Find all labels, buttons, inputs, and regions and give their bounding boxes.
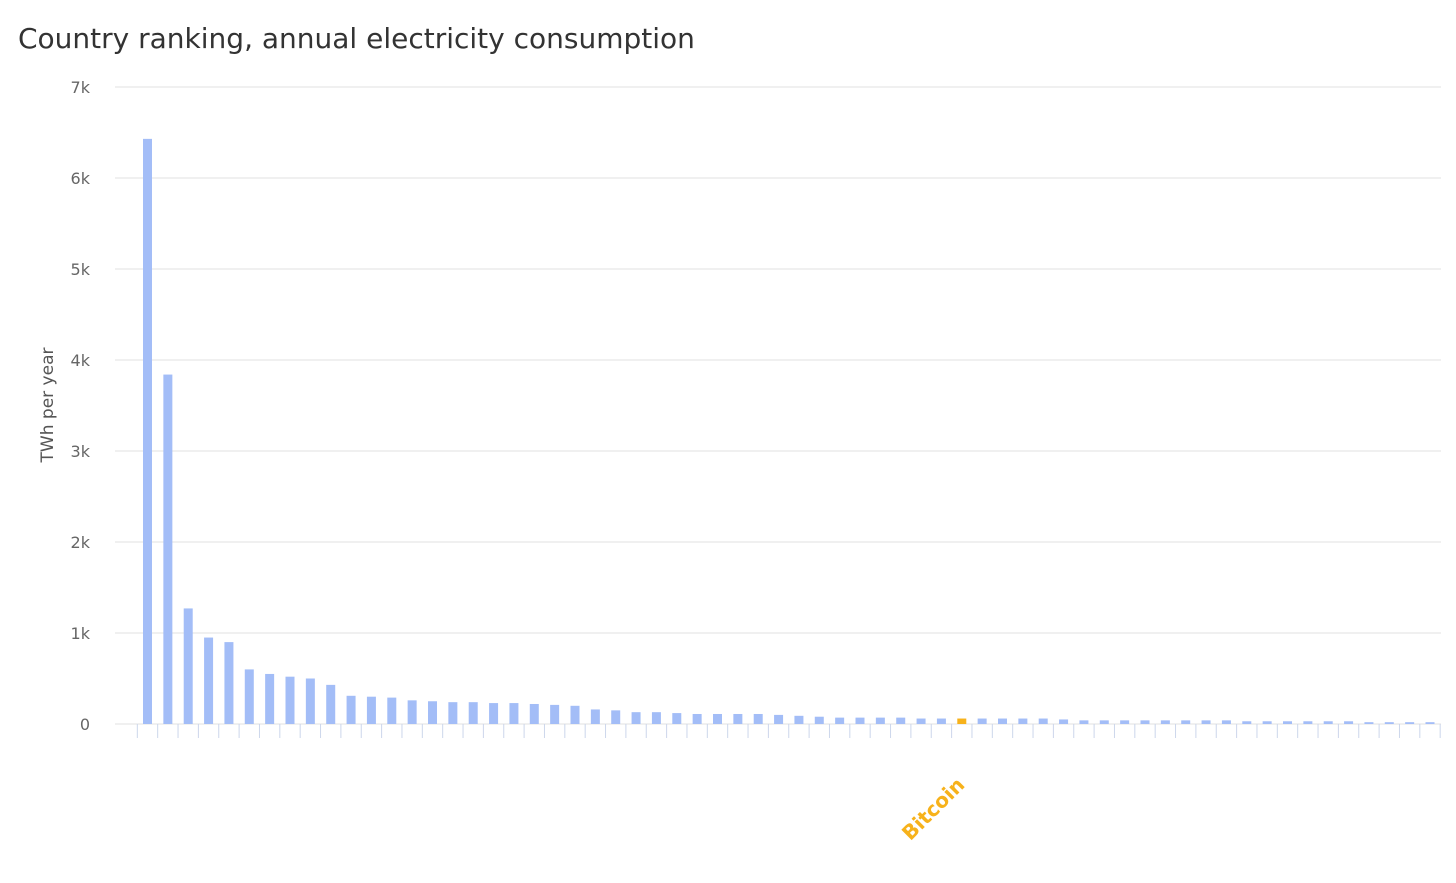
bar[interactable] xyxy=(936,718,946,724)
bar[interactable] xyxy=(143,138,152,724)
bar[interactable] xyxy=(346,695,356,724)
bar[interactable] xyxy=(855,717,865,724)
y-tick-label: 1k xyxy=(71,624,91,643)
bar[interactable] xyxy=(1160,720,1170,724)
bar[interactable] xyxy=(1242,721,1252,724)
bar[interactable] xyxy=(1384,722,1394,724)
bar[interactable] xyxy=(387,697,397,724)
bar[interactable] xyxy=(1405,722,1415,724)
bar-highlight[interactable] xyxy=(957,718,967,724)
bar[interactable] xyxy=(1038,718,1048,724)
bar[interactable] xyxy=(814,716,824,724)
bar[interactable] xyxy=(692,713,702,724)
y-tick-label: 6k xyxy=(71,169,91,188)
bar[interactable] xyxy=(224,642,234,724)
bar[interactable] xyxy=(366,696,376,724)
bar[interactable] xyxy=(631,712,641,724)
bar[interactable] xyxy=(489,703,499,724)
bar[interactable] xyxy=(590,709,600,724)
bar[interactable] xyxy=(916,718,926,724)
bar[interactable] xyxy=(305,678,315,725)
bar[interactable] xyxy=(448,702,458,724)
bar[interactable] xyxy=(774,714,784,724)
bar[interactable] xyxy=(896,717,906,724)
bar[interactable] xyxy=(875,717,885,724)
bar[interactable] xyxy=(407,700,417,724)
bar[interactable] xyxy=(570,705,580,724)
bar[interactable] xyxy=(204,637,214,724)
bar[interactable] xyxy=(529,703,539,724)
bar[interactable] xyxy=(713,713,722,724)
bar[interactable] xyxy=(794,715,804,724)
y-tick-label: 4k xyxy=(71,351,91,370)
bar[interactable] xyxy=(1079,720,1089,724)
bar[interactable] xyxy=(1181,720,1191,724)
bar[interactable] xyxy=(672,713,682,724)
bar[interactable] xyxy=(1303,721,1313,724)
bar[interactable] xyxy=(1364,722,1374,724)
bar[interactable] xyxy=(509,703,519,724)
bar[interactable] xyxy=(733,713,743,724)
bar[interactable] xyxy=(183,608,193,724)
bar[interactable] xyxy=(1323,721,1333,724)
bar[interactable] xyxy=(1059,719,1069,724)
bars xyxy=(143,138,1435,725)
bar[interactable] xyxy=(468,702,478,724)
y-tick-label: 5k xyxy=(71,260,91,279)
bar[interactable] xyxy=(265,673,275,724)
bar[interactable] xyxy=(163,374,173,724)
bar[interactable] xyxy=(1120,720,1130,724)
chart-title: Country ranking, annual electricity cons… xyxy=(18,22,695,55)
bar[interactable] xyxy=(1283,721,1292,724)
y-axis-ticks: 0 1k 2k 3k 4k 5k 6k 7k xyxy=(71,78,91,734)
bar[interactable] xyxy=(1425,722,1435,724)
highlight-labels: Bitcoin xyxy=(897,773,969,845)
bar[interactable] xyxy=(998,718,1007,724)
y-axis-label: TWh per year xyxy=(38,348,58,464)
x-axis-ticks xyxy=(136,724,1441,738)
bar[interactable] xyxy=(835,717,845,724)
y-tick-label: 3k xyxy=(71,442,91,461)
bar[interactable] xyxy=(1018,718,1028,724)
bar[interactable] xyxy=(611,710,621,724)
bar[interactable] xyxy=(1221,720,1231,724)
y-tick-label: 7k xyxy=(71,78,91,97)
bar[interactable] xyxy=(285,676,295,724)
bar[interactable] xyxy=(1262,721,1272,724)
bar[interactable] xyxy=(428,701,437,724)
x-tick-label-highlight: Bitcoin xyxy=(897,773,969,845)
bar[interactable] xyxy=(326,684,336,724)
bar[interactable] xyxy=(1140,720,1150,724)
bar[interactable] xyxy=(977,718,987,724)
y-tick-label: 2k xyxy=(71,533,91,552)
gridlines xyxy=(115,86,1441,725)
bar[interactable] xyxy=(651,712,661,724)
bar[interactable] xyxy=(550,704,560,724)
bar[interactable] xyxy=(1099,720,1109,724)
bar[interactable] xyxy=(1344,721,1354,724)
y-tick-label: 0 xyxy=(80,715,90,734)
bar[interactable] xyxy=(753,713,763,724)
bar[interactable] xyxy=(244,669,254,724)
bar[interactable] xyxy=(1201,720,1211,724)
